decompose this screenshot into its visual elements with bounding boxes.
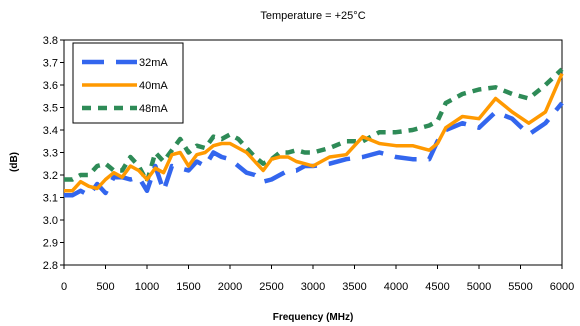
y-tick-label: 3.7 (43, 58, 58, 70)
series-line-32mA (64, 101, 564, 198)
x-tick-label: 3500 (342, 281, 366, 293)
x-tick-label: 5000 (467, 281, 491, 293)
legend-box (72, 42, 184, 124)
y-tick-label: 3.6 (43, 80, 58, 92)
y-tick-label: 3.8 (43, 35, 58, 47)
x-tick-label: 500 (96, 281, 114, 293)
y-axis-title: (dB) (9, 152, 20, 172)
x-axis-title: Frequency (MHz) (273, 312, 354, 323)
x-tick-label: 1500 (176, 281, 200, 293)
x-tick-label: 4000 (384, 281, 408, 293)
y-tick-label: 3.4 (43, 125, 58, 137)
x-tick-label: 4500 (425, 281, 449, 293)
y-tick-label: 3.1 (43, 193, 58, 205)
y-tick-label: 3.5 (43, 103, 58, 115)
y-tick-label: 3.3 (43, 148, 58, 160)
x-tick-label: 1000 (135, 281, 159, 293)
y-tick-label: 2.9 (43, 238, 58, 250)
y-tick-label: 2.8 (43, 260, 58, 272)
legend-label: 32mA (139, 57, 168, 69)
x-tick-label: 5500 (508, 281, 532, 293)
x-tick-label: 2500 (259, 281, 283, 293)
legend-label: 40mA (139, 80, 168, 92)
series-line-48mA (64, 67, 564, 184)
x-tick-label: 6000 (550, 281, 574, 293)
x-tick-label: 2000 (218, 281, 242, 293)
y-tick-label: 3.0 (43, 215, 58, 227)
legend: 32mA 40mA 48mA (72, 42, 184, 124)
y-tick-label: 3.2 (43, 170, 58, 182)
chart-title: Temperature = +25°C (260, 10, 365, 22)
legend-label: 48mA (139, 103, 168, 115)
series-line-40mA (64, 73, 564, 193)
plot-area: 2.8 2.9 3.0 3.1 3.2 3.3 3.4 3.5 3.6 3.7 3.8 0 500 100… (43, 35, 575, 293)
x-tick-label: 3000 (301, 281, 325, 293)
x-tick-label: 0 (61, 281, 67, 293)
